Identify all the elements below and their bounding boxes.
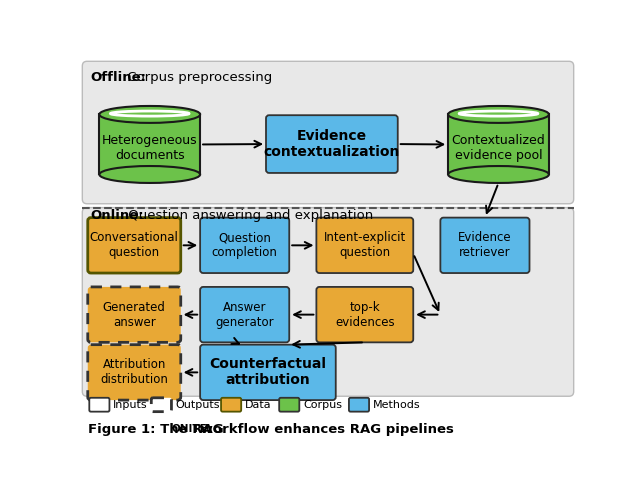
Text: Conversational
question: Conversational question [90,232,179,259]
Text: Question answering and explanation: Question answering and explanation [124,209,373,222]
Text: Intent-explicit
question: Intent-explicit question [324,232,406,259]
Text: Contextualized
evidence pool: Contextualized evidence pool [452,134,545,162]
Text: Inputs: Inputs [113,400,148,410]
Ellipse shape [99,106,200,123]
Text: top-k
evidences: top-k evidences [335,301,395,329]
FancyBboxPatch shape [88,287,180,342]
FancyBboxPatch shape [83,61,573,204]
Text: Outputs: Outputs [175,400,220,410]
Text: Corpus: Corpus [303,400,342,410]
Text: Methods: Methods [373,400,420,410]
Text: Offline:: Offline: [91,71,147,84]
Text: Corpus preprocessing: Corpus preprocessing [124,71,273,84]
Text: Attribution
distribution: Attribution distribution [100,359,168,386]
Text: Generated
answer: Generated answer [103,301,166,329]
Text: Data: Data [245,400,272,410]
Ellipse shape [99,166,200,183]
FancyBboxPatch shape [200,287,289,342]
FancyBboxPatch shape [88,345,180,400]
Text: Evidence
retriever: Evidence retriever [458,232,512,259]
FancyBboxPatch shape [349,398,369,412]
FancyBboxPatch shape [316,218,413,273]
Bar [448,115,549,174]
Text: Heterogeneous
documents: Heterogeneous documents [102,134,198,162]
Ellipse shape [448,106,549,123]
FancyBboxPatch shape [200,218,289,273]
Ellipse shape [448,166,549,183]
FancyBboxPatch shape [266,115,397,173]
FancyBboxPatch shape [83,208,573,396]
Text: Online:: Online: [91,209,145,222]
FancyBboxPatch shape [151,398,172,412]
Text: Counterfactual
attribution: Counterfactual attribution [209,357,326,387]
Bar [99,115,200,174]
Text: Question
completion: Question completion [212,232,278,259]
Text: ONITE: ONITE [172,424,207,434]
Text: Answer
generator: Answer generator [216,301,274,329]
FancyBboxPatch shape [221,398,241,412]
FancyBboxPatch shape [88,218,180,273]
Text: Evidence
contextualization: Evidence contextualization [264,129,400,159]
Text: Figure 1: The RAG: Figure 1: The RAG [88,423,223,436]
FancyBboxPatch shape [440,218,529,273]
FancyBboxPatch shape [316,287,413,342]
FancyBboxPatch shape [279,398,300,412]
Text: workflow enhances RAG pipelines: workflow enhances RAG pipelines [196,423,454,436]
FancyBboxPatch shape [90,398,109,412]
FancyBboxPatch shape [200,345,336,400]
